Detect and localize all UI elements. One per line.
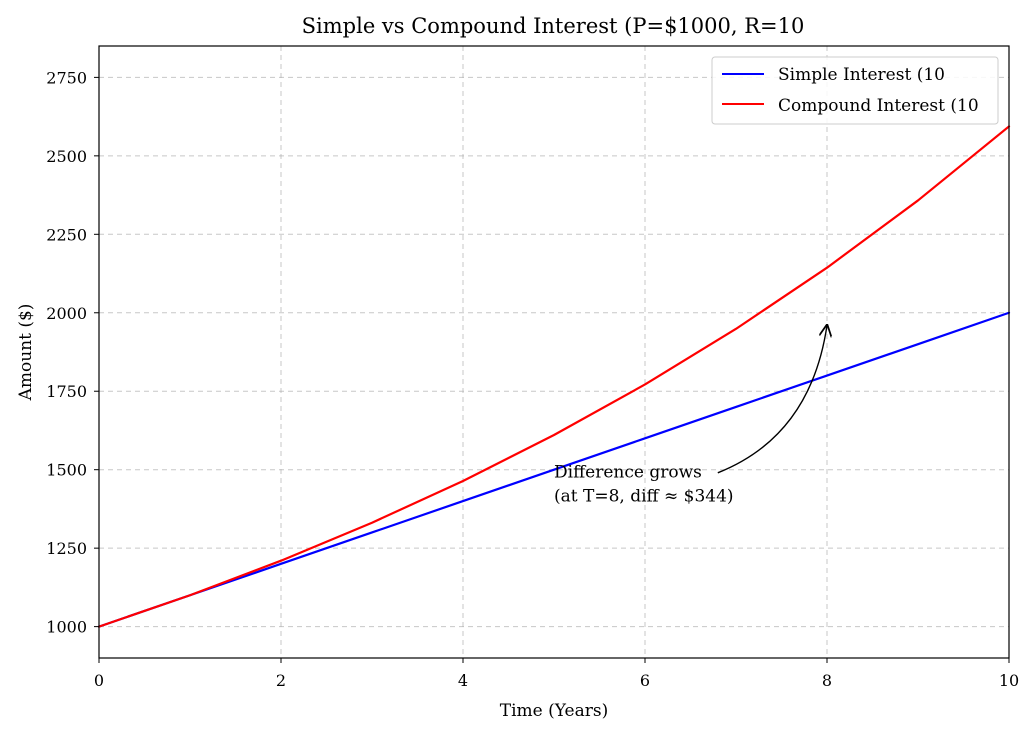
grid <box>98 46 1010 658</box>
x-tick-label: 10 <box>999 671 1019 690</box>
annotation: Difference grows (at T=8, diff ≈ $344) <box>554 325 827 506</box>
y-axis-ticks: 1000 1250 1500 1750 2000 2250 2500 2750 <box>46 68 99 637</box>
chart-title: Simple vs Compound Interest (P=$1000, R=… <box>302 14 805 38</box>
annotation-text-line: (at T=8, diff ≈ $344) <box>554 486 734 506</box>
x-axis-label: Time (Years) <box>500 701 608 721</box>
annotation-arrow <box>717 325 827 474</box>
x-tick-label: 2 <box>276 671 286 690</box>
x-axis-ticks: 0 2 4 6 8 10 <box>94 658 1019 690</box>
y-tick-label: 2500 <box>46 147 87 166</box>
x-tick-label: 0 <box>94 671 104 690</box>
x-tick-label: 6 <box>640 671 650 690</box>
annotation-text-line: Difference grows <box>554 462 702 482</box>
x-tick-label: 8 <box>822 671 832 690</box>
y-tick-label: 1000 <box>46 618 87 637</box>
y-tick-label: 1250 <box>46 539 87 558</box>
y-tick-label: 2750 <box>46 68 87 87</box>
y-tick-label: 1750 <box>46 382 87 401</box>
simple-interest-line <box>97 311 1011 628</box>
x-tick-label: 4 <box>458 671 468 690</box>
y-tick-label: 2250 <box>46 225 87 244</box>
legend-label-compound: Compound Interest (10 <box>778 96 979 116</box>
compound-interest-line <box>97 125 1011 628</box>
legend-box <box>711 56 999 125</box>
series-lines <box>97 125 1011 628</box>
plot-frame <box>98 45 1010 659</box>
legend: Simple Interest (10 Compound Interest (1… <box>711 56 999 125</box>
y-tick-label: 1500 <box>46 461 87 480</box>
y-tick-label: 2000 <box>46 304 87 323</box>
y-axis-label: Amount ($) <box>16 304 36 402</box>
legend-label-simple: Simple Interest (10 <box>778 65 945 85</box>
